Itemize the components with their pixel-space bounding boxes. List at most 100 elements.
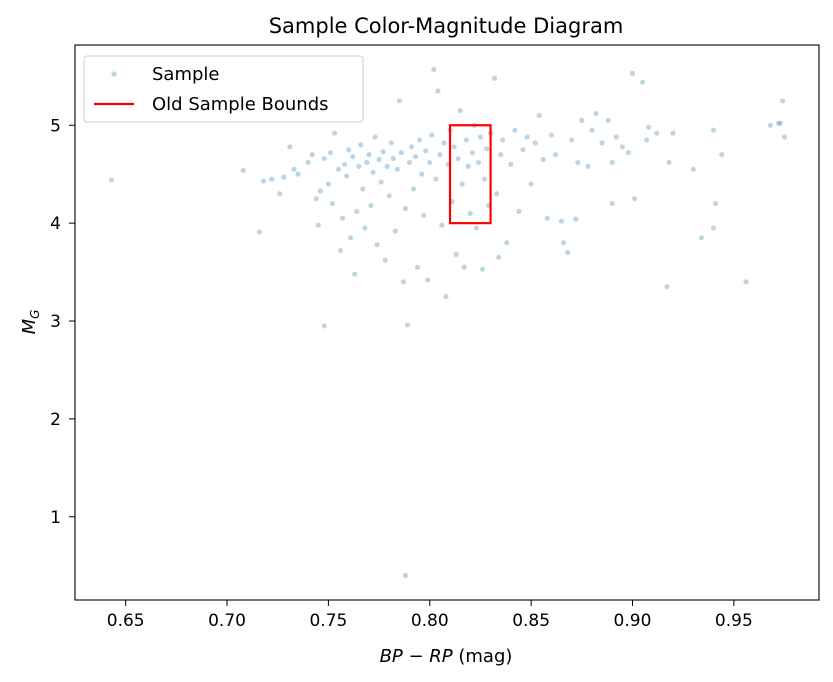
data-point (327, 150, 334, 156)
data-point (277, 191, 283, 197)
data-point (625, 150, 632, 156)
data-point (260, 178, 267, 184)
y-axis-label-main: M (19, 318, 40, 334)
data-point (325, 181, 332, 187)
data-point (435, 88, 441, 94)
legend-label-sample: Sample (152, 64, 220, 85)
data-point (719, 152, 725, 158)
data-point (370, 169, 376, 175)
x-tick-label: 0.85 (512, 611, 550, 631)
data-point (483, 146, 490, 152)
data-point (629, 70, 636, 76)
data-point (348, 235, 354, 241)
data-point (309, 152, 315, 158)
data-point (467, 210, 473, 216)
data-point (315, 222, 321, 228)
data-point (496, 254, 502, 261)
data-point (465, 163, 471, 169)
data-point (378, 179, 384, 185)
data-point (360, 186, 366, 192)
data-point (376, 156, 382, 163)
y-axis-label: MG (19, 310, 42, 335)
data-point (710, 127, 717, 133)
y-axis-label-sub: G (28, 310, 42, 319)
data-point (585, 163, 591, 169)
data-point (437, 152, 443, 158)
data-point (481, 176, 488, 182)
x-axis: 0.65 0.70 0.75 0.80 0.85 0.90 0.95 (107, 600, 753, 631)
data-point (415, 264, 421, 270)
data-point (352, 271, 358, 277)
data-point (524, 134, 530, 140)
data-point (269, 176, 275, 182)
x-axis-label-main: BP − RP (380, 646, 453, 667)
data-point (593, 110, 599, 117)
data-point (664, 284, 670, 290)
y-tick-label: 2 (50, 410, 61, 430)
data-point (569, 137, 575, 143)
data-point (644, 137, 650, 143)
data-point (427, 159, 433, 166)
data-point (291, 166, 297, 172)
data-point (609, 200, 615, 207)
data-point (548, 132, 555, 138)
data-point (388, 140, 394, 146)
plot-frame (74, 44, 820, 601)
data-point (281, 174, 287, 180)
data-point (654, 130, 660, 136)
data-point (346, 147, 352, 153)
bounds-layer (448, 124, 492, 225)
data-point (575, 159, 581, 166)
data-point (516, 208, 522, 214)
data-point (508, 161, 514, 168)
data-point (605, 117, 611, 123)
data-point (372, 134, 378, 140)
data-point (455, 155, 461, 162)
data-point (329, 200, 336, 207)
data-point (781, 134, 788, 140)
data-point (698, 235, 705, 241)
data-point (439, 222, 445, 228)
data-point (337, 247, 344, 254)
data-point (441, 140, 447, 146)
data-point (609, 159, 615, 166)
data-point (469, 150, 475, 156)
data-point (544, 215, 550, 221)
data-point (775, 120, 782, 126)
data-point (354, 208, 360, 214)
data-point (108, 177, 115, 183)
data-point (398, 150, 404, 156)
data-point (520, 147, 526, 153)
data-point (475, 159, 482, 166)
data-point (504, 240, 510, 246)
data-point (646, 124, 652, 130)
data-point (433, 176, 439, 182)
data-point (305, 159, 311, 166)
data-point (451, 144, 457, 150)
data-point (313, 196, 319, 202)
chart-title: Sample Color-Magnitude Diagram (269, 14, 624, 38)
data-point (240, 167, 246, 173)
data-point (477, 134, 484, 140)
data-point (384, 163, 390, 169)
data-point (473, 225, 479, 231)
data-point (492, 75, 498, 81)
data-point (344, 173, 350, 179)
data-point (402, 572, 409, 579)
data-point (431, 66, 437, 73)
old-sample-bounds-rect (448, 124, 492, 225)
x-tick-label: 0.75 (309, 611, 347, 631)
data-point (404, 322, 411, 328)
data-point (558, 218, 565, 224)
data-point (540, 156, 546, 163)
data-point (579, 117, 585, 123)
data-point (410, 186, 417, 192)
data-point (419, 171, 425, 177)
x-axis-label: BP − RP (mag) (380, 646, 513, 667)
data-point (317, 188, 323, 194)
data-point (340, 215, 346, 221)
data-point (429, 132, 435, 138)
y-axis: 1 2 3 4 5 (50, 116, 75, 528)
data-point (366, 152, 372, 158)
